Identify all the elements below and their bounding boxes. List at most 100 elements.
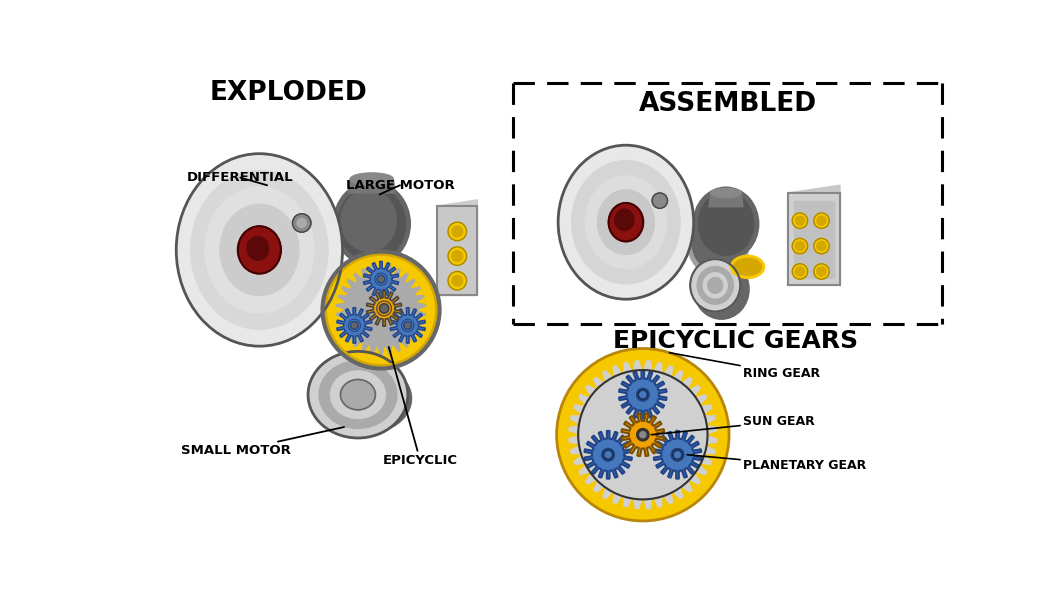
Circle shape [814, 264, 829, 279]
Polygon shape [348, 338, 356, 346]
Circle shape [325, 255, 436, 365]
Polygon shape [708, 444, 717, 449]
Polygon shape [437, 200, 477, 295]
Polygon shape [571, 409, 581, 415]
Ellipse shape [703, 273, 728, 298]
Circle shape [640, 432, 646, 438]
Polygon shape [588, 481, 597, 489]
Ellipse shape [340, 380, 375, 410]
Circle shape [293, 214, 310, 232]
Text: LARGE MOTOR: LARGE MOTOR [345, 179, 454, 194]
Circle shape [569, 361, 717, 508]
Ellipse shape [571, 160, 680, 284]
Circle shape [379, 304, 389, 313]
Polygon shape [364, 266, 370, 274]
Polygon shape [569, 444, 579, 449]
Circle shape [792, 264, 808, 279]
Polygon shape [628, 361, 634, 370]
Circle shape [351, 321, 358, 329]
Polygon shape [663, 497, 668, 507]
Ellipse shape [585, 176, 666, 268]
Polygon shape [696, 388, 705, 396]
Circle shape [672, 448, 683, 461]
Ellipse shape [691, 259, 740, 311]
Polygon shape [407, 274, 413, 282]
Polygon shape [788, 185, 840, 285]
Polygon shape [584, 431, 631, 479]
Polygon shape [383, 347, 389, 355]
Ellipse shape [205, 187, 314, 312]
Circle shape [297, 219, 306, 228]
Circle shape [795, 241, 805, 251]
Polygon shape [418, 298, 426, 303]
Circle shape [337, 266, 426, 355]
Polygon shape [690, 380, 698, 388]
Polygon shape [597, 372, 604, 382]
Ellipse shape [598, 190, 655, 255]
Circle shape [448, 222, 467, 241]
Polygon shape [407, 338, 413, 346]
Circle shape [675, 451, 681, 458]
Polygon shape [701, 465, 711, 471]
Polygon shape [681, 372, 690, 382]
Circle shape [448, 271, 467, 290]
Polygon shape [628, 500, 634, 509]
Circle shape [452, 276, 463, 286]
Bar [437, 206, 477, 295]
Polygon shape [363, 261, 398, 297]
Polygon shape [364, 346, 370, 354]
Ellipse shape [308, 352, 408, 438]
Ellipse shape [191, 171, 327, 329]
Circle shape [814, 213, 829, 228]
Polygon shape [336, 317, 344, 322]
Circle shape [792, 213, 808, 228]
Ellipse shape [238, 226, 281, 274]
Text: ASSEMBLED: ASSEMBLED [639, 91, 816, 116]
Circle shape [792, 238, 808, 254]
Polygon shape [356, 270, 362, 277]
Circle shape [817, 241, 826, 251]
Ellipse shape [323, 364, 412, 433]
Ellipse shape [559, 145, 694, 299]
Polygon shape [581, 388, 590, 396]
Polygon shape [696, 473, 705, 481]
Ellipse shape [708, 277, 722, 293]
Bar [794, 201, 834, 277]
Polygon shape [412, 332, 419, 339]
Ellipse shape [351, 173, 393, 185]
Polygon shape [597, 488, 604, 497]
Polygon shape [374, 347, 379, 355]
Polygon shape [606, 493, 614, 503]
Polygon shape [619, 371, 666, 419]
Ellipse shape [328, 369, 406, 428]
Ellipse shape [711, 188, 741, 198]
Polygon shape [709, 432, 717, 438]
Ellipse shape [338, 187, 406, 261]
Circle shape [637, 428, 649, 441]
Polygon shape [415, 289, 423, 295]
Polygon shape [571, 455, 581, 460]
Polygon shape [673, 367, 679, 377]
Text: EPICYCLIC GEARS: EPICYCLIC GEARS [612, 329, 857, 353]
Circle shape [652, 193, 667, 208]
Ellipse shape [176, 247, 342, 268]
Text: DIFFERENTIAL: DIFFERENTIAL [187, 171, 294, 185]
Bar [788, 193, 840, 285]
Polygon shape [336, 298, 344, 303]
Ellipse shape [247, 236, 268, 260]
Text: EPICYCLIC: EPICYCLIC [382, 347, 457, 467]
Polygon shape [576, 465, 585, 471]
Polygon shape [412, 281, 419, 288]
Ellipse shape [559, 220, 694, 239]
Ellipse shape [341, 190, 396, 251]
Polygon shape [606, 367, 614, 377]
Ellipse shape [731, 255, 765, 279]
Polygon shape [343, 281, 351, 288]
Polygon shape [708, 420, 717, 426]
Polygon shape [690, 481, 698, 489]
Polygon shape [588, 380, 597, 388]
Text: SUN GEAR: SUN GEAR [652, 415, 814, 435]
Circle shape [557, 349, 729, 521]
Polygon shape [622, 413, 664, 456]
Text: SMALL MOTOR: SMALL MOTOR [181, 427, 344, 457]
